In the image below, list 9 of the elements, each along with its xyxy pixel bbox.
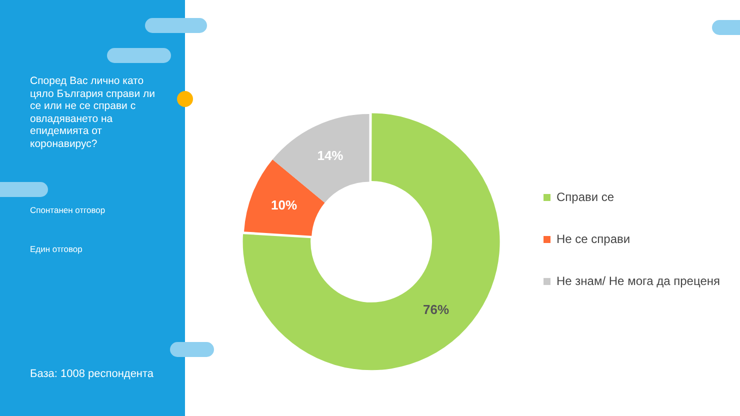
legend-label: Не знам/ Не мога да преценя (556, 274, 720, 288)
data-label: 10% (271, 197, 298, 212)
text: Спонтанен отговор (30, 205, 106, 215)
legend-label: Не се справи (556, 232, 630, 246)
data-label: 76% (423, 302, 450, 318)
text: База: 1008 респондента (30, 368, 154, 380)
legend-label: Справи се (556, 190, 614, 204)
text: Един отговор (30, 244, 82, 254)
text: Според Вас лично като цяло България справи ли се или не се справи с овладяването на епидемията от коронавирус? (30, 75, 156, 150)
